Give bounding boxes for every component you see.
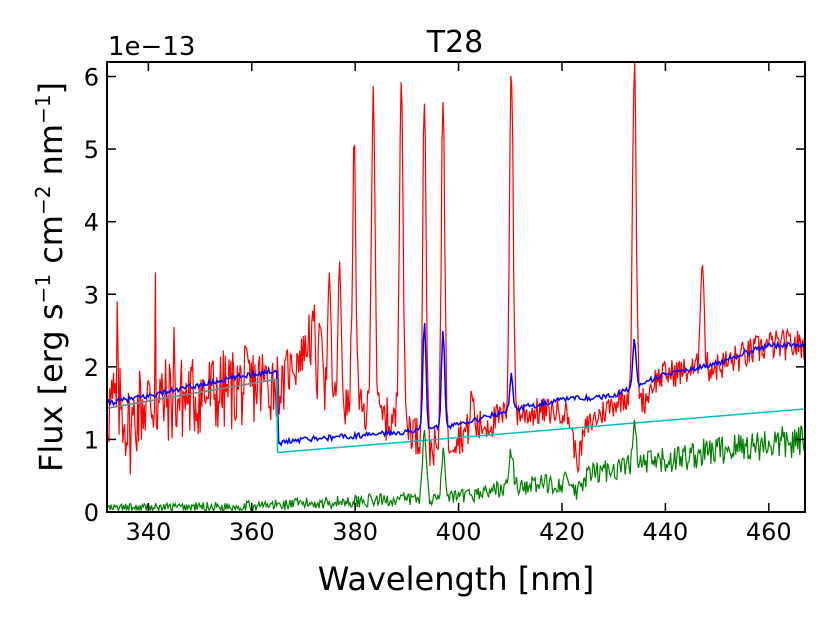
y-offset-label: 1e−13	[108, 32, 195, 62]
series-template-line	[106, 378, 277, 409]
series-slab-line	[277, 408, 806, 454]
series-observed-line	[106, 62, 806, 475]
y-tick-label: 5	[84, 136, 99, 164]
series-residual-line	[106, 419, 806, 513]
x-tick-label: 340	[125, 518, 171, 546]
x-tick-label: 380	[332, 518, 378, 546]
series-slab-jump	[275, 379, 279, 453]
x-tick-label: 400	[436, 518, 482, 546]
y-tick-label: 1	[84, 426, 99, 454]
y-tick-label: 6	[84, 64, 99, 92]
series-model-line	[106, 366, 277, 407]
chart-title: T28	[426, 25, 484, 60]
y-label-prefix: Flux [erg s	[32, 303, 70, 472]
plot-frame	[106, 61, 806, 513]
y-label-nm-exponent: −1	[31, 94, 55, 123]
y-tick-label: 3	[84, 281, 99, 309]
y-label-s-exponent: −1	[31, 274, 55, 303]
axis-ticks: 340 360 380 400 420 440 460 0 1 2 3 4 5 6	[84, 62, 805, 546]
x-tick-label: 440	[642, 518, 688, 546]
y-tick-label: 2	[84, 354, 99, 382]
x-tick-label: 360	[229, 518, 275, 546]
y-label-cm: cm	[32, 215, 70, 274]
x-tick-label: 460	[746, 518, 792, 546]
y-label-suffix: ]	[32, 82, 70, 94]
series-model-line	[278, 323, 806, 447]
x-axis-label: Wavelength [nm]	[318, 560, 594, 598]
plot-series	[106, 62, 806, 513]
y-axis-label: Flux [erg s−1 cm−2 nm−1]	[31, 82, 70, 472]
y-tick-label: 4	[84, 209, 99, 237]
y-label-nm: nm	[32, 124, 70, 186]
x-tick-label: 420	[539, 518, 585, 546]
y-tick-label: 0	[84, 499, 99, 527]
y-label-cm-exponent: −2	[31, 186, 55, 215]
